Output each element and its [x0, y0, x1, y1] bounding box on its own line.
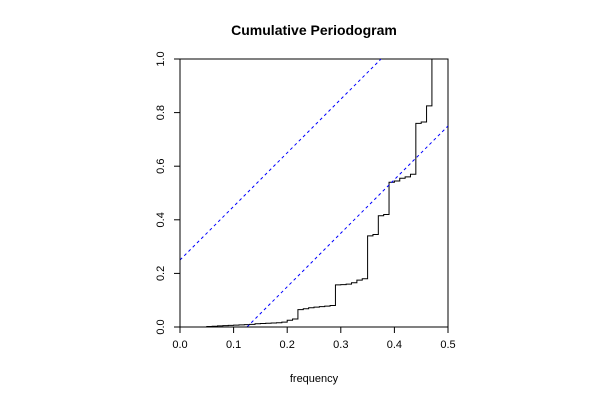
- y-tick-label: 0.8: [155, 105, 167, 120]
- y-tick-label: 0.2: [155, 266, 167, 281]
- x-axis: 0.0 0.1 0.2 0.3 0.4 0.5: [172, 326, 456, 351]
- step-series-line: [180, 59, 435, 327]
- x-tick-label: 0.1: [226, 339, 241, 351]
- confidence-band-line-1: [180, 59, 382, 261]
- x-tick-label: 0.2: [280, 339, 295, 351]
- series-group: [180, 59, 448, 327]
- y-tick-label: 0.4: [155, 212, 167, 227]
- x-tick-label: 0.5: [440, 339, 455, 351]
- x-tick-label: 0.3: [333, 339, 348, 351]
- x-axis-label: frequency: [290, 373, 339, 385]
- plot-frame: [179, 58, 449, 328]
- y-tick-label: 1.0: [155, 51, 167, 66]
- x-tick-label: 0.4: [387, 339, 402, 351]
- confidence-band-line-2: [246, 125, 448, 327]
- y-axis: 0.0 0.2 0.4 0.6 0.8 1.0: [155, 51, 181, 335]
- y-tick-label: 0.6: [155, 159, 167, 174]
- x-tick-label: 0.0: [172, 339, 187, 351]
- y-tick-label: 0.0: [155, 319, 167, 334]
- plot-area: [179, 58, 449, 328]
- chart-title: Cumulative Periodogram: [231, 22, 397, 38]
